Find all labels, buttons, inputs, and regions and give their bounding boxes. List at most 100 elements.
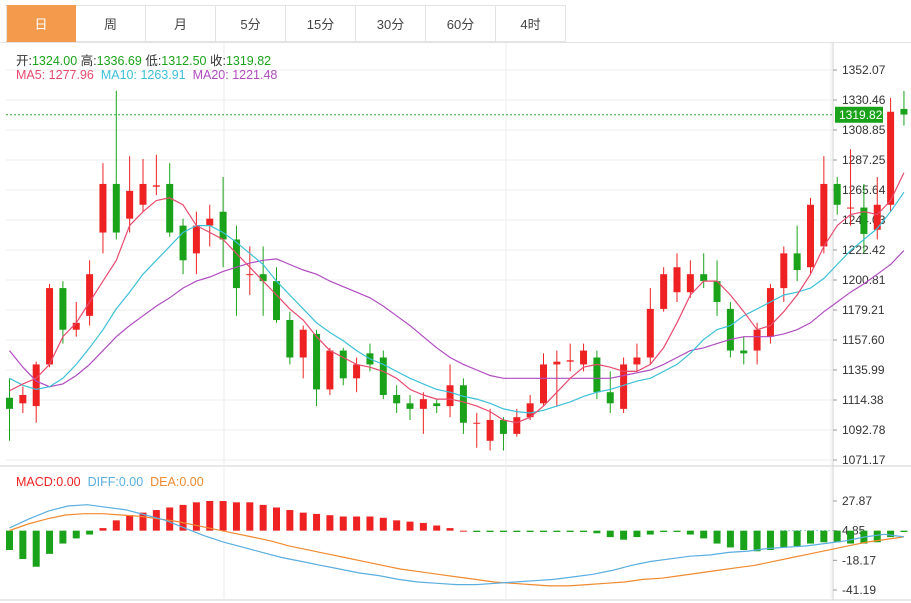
macd-label: MACD: <box>16 475 57 489</box>
y-tick-label: 1114.38 <box>842 393 884 407</box>
candle-body <box>513 417 521 434</box>
macd-bar <box>513 530 521 532</box>
y-tick-label: 1352.07 <box>842 63 886 77</box>
candle-body <box>313 333 321 390</box>
candle-body <box>660 274 668 309</box>
macd-bar <box>499 530 507 532</box>
y-tick-label: 1308.85 <box>842 123 886 137</box>
macd-bar <box>593 530 601 534</box>
candle-body <box>419 399 427 409</box>
macd-bar <box>59 530 67 544</box>
open-label: 开: <box>16 54 32 68</box>
candle-body <box>393 394 401 404</box>
candle-body <box>473 422 481 424</box>
candle-body <box>807 204 814 268</box>
macd-bar <box>366 516 374 531</box>
macd-bar <box>433 525 441 531</box>
macd-bar <box>847 530 855 544</box>
candle-body <box>873 204 881 230</box>
macd-bar <box>780 530 788 548</box>
candle-body <box>46 288 54 365</box>
candle-body <box>446 385 454 407</box>
candle-body <box>152 185 160 187</box>
tab-5min[interactable]: 5分 <box>216 5 286 42</box>
candle-body <box>753 329 761 351</box>
macd-bar <box>379 517 387 531</box>
candle-body <box>179 225 187 261</box>
macd-bar <box>232 502 240 531</box>
candle-body <box>540 364 547 404</box>
candle-body <box>686 274 694 293</box>
macd-bar <box>19 530 27 560</box>
y-tick-label: 1200.81 <box>842 273 886 287</box>
macd-bar <box>326 515 334 531</box>
macd-bar <box>179 504 187 531</box>
macd-bar <box>473 530 481 532</box>
candle-body <box>620 364 628 409</box>
tab-30min[interactable]: 30分 <box>356 5 426 42</box>
candle-body <box>19 394 27 404</box>
tab-week[interactable]: 周 <box>76 5 146 42</box>
candle-body <box>259 274 267 282</box>
macd-bar <box>286 510 294 531</box>
macd-bar <box>192 502 200 531</box>
candle-body <box>299 329 307 358</box>
open-value: 1324.00 <box>31 54 78 68</box>
tab-15min[interactable]: 15分 <box>286 5 356 42</box>
candle-body <box>166 183 174 233</box>
candle-body <box>353 364 361 379</box>
macd-bar <box>646 530 654 535</box>
candle-body <box>553 361 561 365</box>
macd-bar <box>299 512 307 531</box>
y-tick-label: 1135.99 <box>842 363 885 377</box>
candle-body <box>847 207 855 209</box>
macd-bar <box>887 530 895 538</box>
high-label: 高: <box>80 54 97 68</box>
candle-body <box>486 419 494 441</box>
candle-body <box>526 403 534 418</box>
ma-legend: MA5: 1277.96 MA10: 1263.91 MA20: 1221.48 <box>16 68 277 82</box>
macd-bar <box>406 521 414 531</box>
candle-body <box>793 253 801 271</box>
macd-bar <box>152 510 160 531</box>
macd-bar <box>46 530 54 554</box>
macd-bar <box>713 530 721 544</box>
macd-bar <box>726 530 734 548</box>
close-value: 1319.82 <box>225 54 272 68</box>
ohlc-info: 开:1324.00 高:1336.69 低:1312.50 收:1319.82 <box>16 50 271 69</box>
diff-label: DIFF: <box>87 475 119 489</box>
macd-bar <box>139 512 147 531</box>
y-tick-label: 1157.60 <box>842 333 885 347</box>
macd-bar <box>166 507 174 531</box>
candle-body <box>206 218 214 226</box>
candle-body <box>780 253 788 289</box>
macd-bar <box>112 520 120 531</box>
ma10-label: MA10: <box>100 68 137 82</box>
candle-body <box>833 183 841 205</box>
macd-bar <box>446 528 454 531</box>
tab-4hour[interactable]: 4时 <box>496 5 566 42</box>
macd-legend: MACD:0.00 DIFF:0.00 DEA:0.00 <box>16 475 204 489</box>
macd-bar <box>833 530 841 543</box>
tab-month[interactable]: 月 <box>146 5 216 42</box>
macd-bar <box>206 501 214 531</box>
candle-body <box>59 288 67 330</box>
candle-body <box>72 322 80 330</box>
y-tick-label: 1092.78 <box>842 423 886 437</box>
tab-day[interactable]: 日 <box>6 5 76 42</box>
candle-body <box>766 288 774 337</box>
y-tick-label: 1287.25 <box>842 153 886 167</box>
macd-bar <box>353 516 361 531</box>
candle-body <box>326 350 334 390</box>
macd-bar <box>673 530 681 532</box>
candle-body <box>286 320 294 358</box>
tab-60min[interactable]: 60分 <box>426 5 496 42</box>
macd-bar <box>660 530 668 532</box>
macd-bar <box>313 513 321 531</box>
macd-bar <box>32 530 40 567</box>
candle-body <box>273 281 280 321</box>
candle-body <box>593 357 601 393</box>
period-tab-bar: 日 周 月 5分 15分 30分 60分 4时 <box>0 0 911 43</box>
y-tick-label: 1179.21 <box>842 303 885 317</box>
